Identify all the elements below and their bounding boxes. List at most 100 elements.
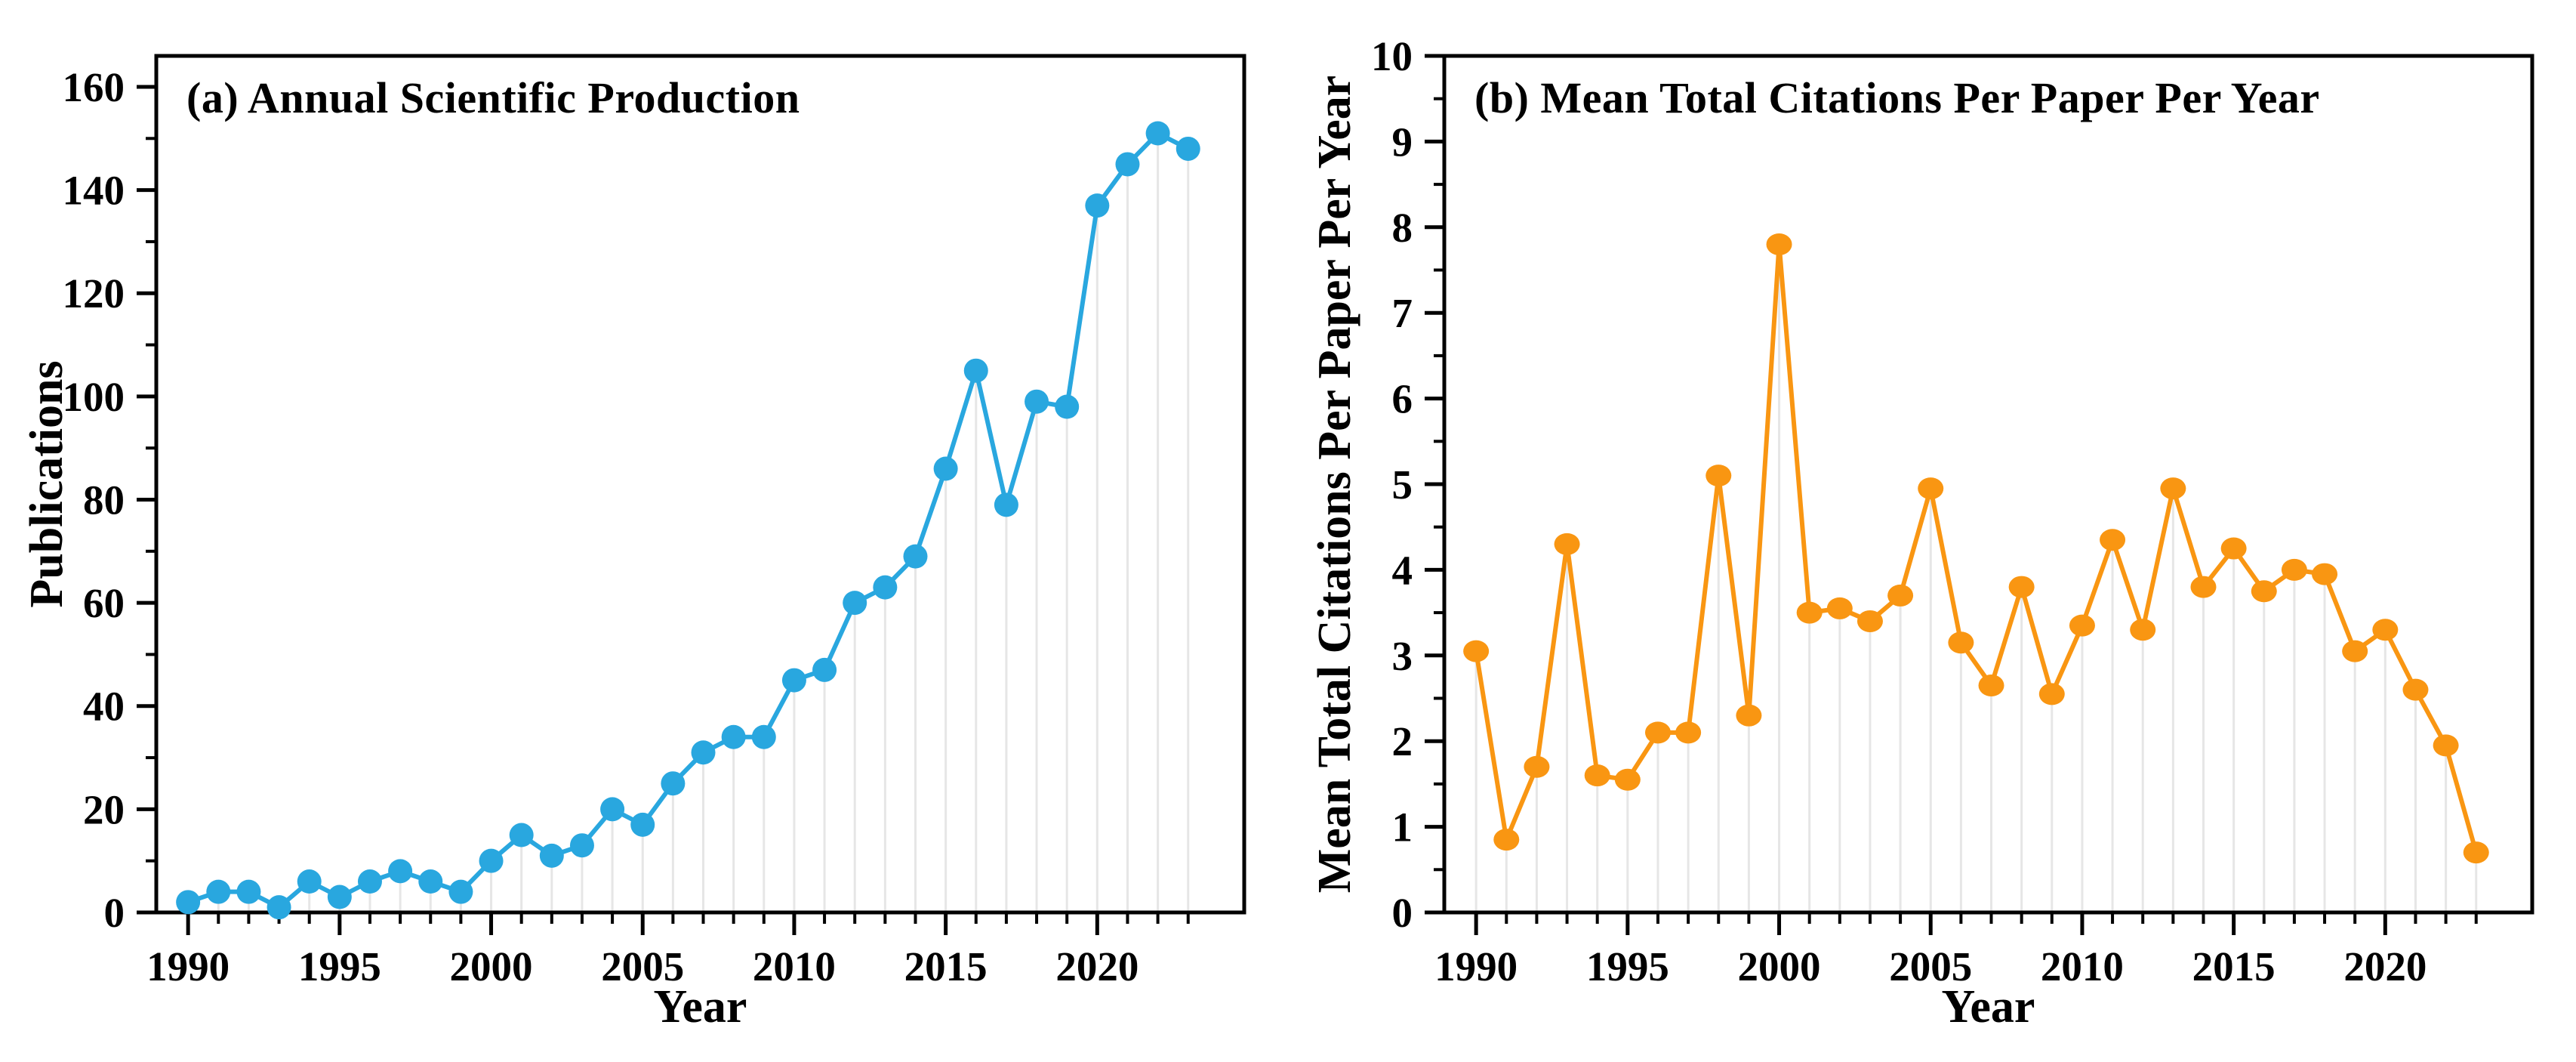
data-point-marker: [2069, 614, 2095, 637]
data-point-marker: [721, 724, 746, 749]
data-point-marker: [388, 859, 413, 884]
y-tick-label: 80: [83, 477, 125, 523]
series-markers: [176, 121, 1200, 920]
y-tick-label: 8: [1392, 205, 1413, 251]
x-tick-label: 2005: [601, 943, 684, 989]
x-tick-label: 2020: [2343, 943, 2427, 989]
x-tick-label: 1995: [1586, 943, 1669, 989]
data-point-marker: [781, 668, 806, 693]
data-point-marker: [539, 843, 564, 868]
y-tick-label: 60: [83, 580, 125, 626]
data-point-marker: [1918, 477, 1944, 500]
data-point-marker: [357, 869, 382, 894]
data-point-marker: [1887, 584, 1914, 607]
y-tick-label: 140: [63, 168, 125, 214]
x-tick-label: 2005: [1889, 943, 1972, 989]
data-point-marker: [327, 884, 352, 909]
data-point-marker: [2342, 640, 2368, 662]
data-point-marker: [630, 812, 655, 837]
data-point-marker: [1857, 610, 1883, 632]
y-tick-label: 100: [63, 374, 125, 420]
data-point-marker: [1826, 597, 1853, 619]
y-axis: [1425, 54, 1444, 915]
data-point-marker: [2251, 580, 2277, 603]
y-tick-label: 6: [1392, 376, 1413, 422]
data-point-marker: [1584, 764, 1610, 787]
panel-b-title: (b) Mean Total Citations Per Paper Per Y…: [1474, 73, 2320, 122]
data-point-marker: [206, 879, 231, 904]
chart-mean-citations: 0 1 2 3 4 5 6 7 8 9 10 1990 1995 2000 2005 2010 2015 2020: [1371, 33, 2534, 989]
data-point-marker: [448, 879, 473, 904]
x-tick-label: 2015: [904, 943, 988, 989]
x-tick-label: 2000: [450, 943, 533, 989]
y-tick-label: 3: [1392, 633, 1413, 679]
data-point-marker: [1115, 152, 1140, 177]
data-point-marker: [479, 848, 504, 873]
panel-annual-production: 0 20 40 60 80 100 120 140 160 1990 1995 2000 2005 201…: [21, 54, 1246, 1033]
data-point-marker: [2220, 537, 2247, 560]
x-tick-label: 2010: [2041, 943, 2124, 989]
data-point-marker: [2281, 558, 2307, 581]
y-tick-label: 0: [1392, 890, 1413, 936]
series-line: [186, 131, 1191, 910]
data-point-marker: [2433, 734, 2459, 757]
data-point-marker: [1176, 136, 1200, 161]
droplines: [186, 133, 1190, 911]
data-point-marker: [1025, 389, 1049, 414]
data-point-marker: [297, 869, 322, 894]
data-point-marker: [2100, 529, 2126, 551]
y-tick-label: 9: [1392, 119, 1413, 165]
data-point-marker: [1644, 721, 1671, 744]
data-point-marker: [2130, 619, 2156, 641]
data-point-marker: [176, 890, 201, 915]
data-point-marker: [2008, 576, 2035, 598]
data-point-marker: [1706, 465, 1732, 487]
chart-annual-production: 0 20 40 60 80 100 120 140 160 1990 1995 2000 2005 201…: [63, 54, 1246, 989]
data-point-marker: [600, 797, 625, 822]
data-point-marker: [2312, 563, 2338, 585]
plot-frame: [1442, 54, 2534, 915]
x-tick-label: 1990: [146, 943, 230, 989]
data-point-marker: [903, 544, 928, 569]
data-point-marker: [843, 591, 867, 616]
panel-a-x-axis-title: Year: [653, 981, 747, 1033]
y-tick-label: 2: [1392, 718, 1413, 764]
data-point-marker: [2160, 477, 2186, 500]
data-point-marker: [236, 879, 261, 904]
data-point-marker: [1554, 533, 1580, 555]
data-point-marker: [994, 492, 1018, 517]
panel-b-x-axis-title: Year: [1941, 981, 2035, 1033]
data-point-marker: [1948, 631, 1974, 654]
data-point-marker: [812, 657, 837, 682]
series-markers: [1463, 233, 2489, 864]
y-tick-label: 40: [83, 684, 125, 730]
plot-frame: [154, 54, 1246, 915]
panel-mean-citations: 0 1 2 3 4 5 6 7 8 9 10 1990 1995 2000 2005 2010 2015 2020…: [1288, 0, 2576, 1062]
y-tick-label: 4: [1392, 547, 1413, 593]
droplines: [1474, 244, 2478, 911]
data-point-marker: [1614, 768, 1641, 791]
data-point-marker: [1085, 193, 1110, 218]
data-point-marker: [751, 724, 776, 749]
y-axis: [137, 85, 156, 915]
data-point-marker: [2402, 678, 2429, 701]
y-tick-label: 1: [1392, 804, 1413, 851]
x-tick-label: 2010: [753, 943, 836, 989]
x-tick-label: 2020: [1055, 943, 1139, 989]
panel-b-y-axis-title: Mean Total Citations Per Paper Per Year: [1308, 75, 1360, 894]
data-point-marker: [2190, 576, 2217, 598]
data-point-marker: [2372, 619, 2399, 641]
y-tick-label: 120: [63, 270, 125, 316]
data-point-marker: [691, 740, 716, 765]
data-point-marker: [1736, 704, 1762, 727]
y-tick-label: 5: [1392, 462, 1413, 508]
data-point-marker: [1524, 755, 1550, 778]
panel-a-title: (a) Annual Scientific Production: [186, 73, 800, 122]
data-point-marker: [1145, 121, 1170, 146]
x-tick-label: 2015: [2192, 943, 2276, 989]
x-tick-label: 2000: [1738, 943, 1821, 989]
x-tick-label: 1990: [1434, 943, 1518, 989]
data-point-marker: [267, 895, 291, 920]
data-point-marker: [1978, 674, 2004, 696]
